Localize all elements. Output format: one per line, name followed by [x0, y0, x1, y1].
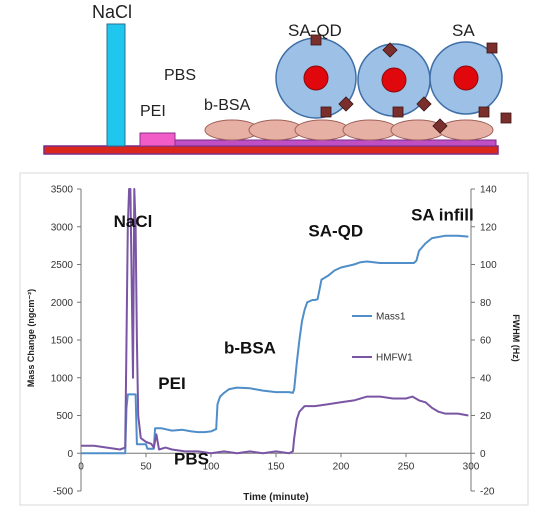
x-tick-label: 0 [78, 461, 84, 472]
y-tick-label: 1500 [51, 336, 74, 347]
legend-label: HMFW1 [376, 353, 413, 364]
tick-labels: -5000500100015002000250030003500-2002040… [51, 185, 497, 498]
pei-layer-strip [139, 139, 497, 147]
series-line-mass1 [81, 234, 469, 455]
bsa-ellipse [438, 119, 494, 141]
nacl-label: NaCl [92, 2, 132, 22]
qd-core [303, 65, 329, 91]
x-tick-label: 300 [463, 461, 480, 472]
pbs-label: PBS [164, 67, 196, 84]
sa-marker [432, 118, 448, 134]
x-tick-label: 100 [203, 461, 220, 472]
y-tick-label: 2000 [51, 298, 74, 309]
annotation-label: SA-QD [308, 222, 363, 241]
layer-schematic: NaCl PBS PEI b-BSA SA-QD SA [43, 2, 512, 155]
y2-tick-label: 140 [480, 185, 497, 196]
y2-tick-label: 80 [480, 298, 492, 309]
annotations: NaCl PEI PBS b-BSA SA-QD SA infill [114, 206, 474, 469]
sa-marker [310, 34, 322, 46]
y-tick-label: -500 [53, 487, 73, 498]
sa-label: SA [452, 21, 475, 40]
bsa-ellipse [294, 119, 350, 141]
x-tick-label: 200 [333, 461, 350, 472]
annotation-label: PEI [158, 374, 185, 393]
sa-marker [416, 96, 432, 112]
series-line-hmfw1 [81, 188, 469, 455]
y2-tick-label: 100 [480, 260, 497, 271]
legend-label: Mass1 [376, 312, 406, 323]
qd-core [453, 65, 479, 91]
x-tick-label: 50 [140, 461, 152, 472]
legend: Mass1 HMFW1 [352, 312, 413, 364]
pei-label: PEI [140, 103, 166, 120]
qd-core [381, 67, 407, 93]
annotation-label: NaCl [114, 212, 153, 231]
pei-block [139, 132, 176, 147]
chart-frame [19, 172, 529, 506]
chart-panel: -5000500100015002000250030003500-2002040… [19, 172, 529, 506]
nacl-bar [106, 23, 126, 147]
annotation-label: PBS [174, 450, 209, 469]
sa-marker [478, 106, 490, 118]
y2-tick-label: 120 [480, 222, 497, 233]
y-tick-label: 500 [56, 411, 73, 422]
x-tick-label: 250 [398, 461, 415, 472]
sa-marker [382, 42, 398, 58]
bbsa-ellipse-row [204, 119, 494, 141]
y2-tick-label: 0 [480, 449, 486, 460]
y2-tick-label: 40 [480, 373, 492, 384]
sa-marker [500, 112, 512, 124]
sa-marker [320, 106, 332, 118]
y-tick-label: 3000 [51, 222, 74, 233]
sa-marker [486, 42, 498, 54]
y-tick-label: 3500 [51, 185, 74, 196]
y-tick-label: 0 [67, 449, 73, 460]
sa-qd-particles [275, 34, 512, 134]
sa-marker [338, 96, 354, 112]
axes [77, 188, 475, 492]
bbsa-label: b-BSA [204, 97, 251, 114]
series-lines [81, 188, 469, 455]
y-tick-label: 2500 [51, 260, 74, 271]
y2-tick-label: 20 [480, 411, 492, 422]
y2-tick-label: -20 [480, 487, 495, 498]
sa-marker [392, 106, 404, 118]
y2-axis-title: FWHM (Hz) [511, 314, 521, 361]
annotation-label: b-BSA [224, 339, 276, 358]
y-axis-title: Mass Change (ngcm⁻²) [26, 289, 36, 387]
y-tick-label: 1000 [51, 373, 74, 384]
saqd-label: SA-QD [288, 21, 342, 40]
x-axis-title: Time (minute) [243, 492, 308, 503]
y2-tick-label: 60 [480, 336, 492, 347]
annotation-label: SA infill [411, 206, 474, 225]
x-tick-label: 150 [268, 461, 285, 472]
bsa-ellipse [342, 119, 398, 141]
substrate-base [43, 145, 499, 155]
